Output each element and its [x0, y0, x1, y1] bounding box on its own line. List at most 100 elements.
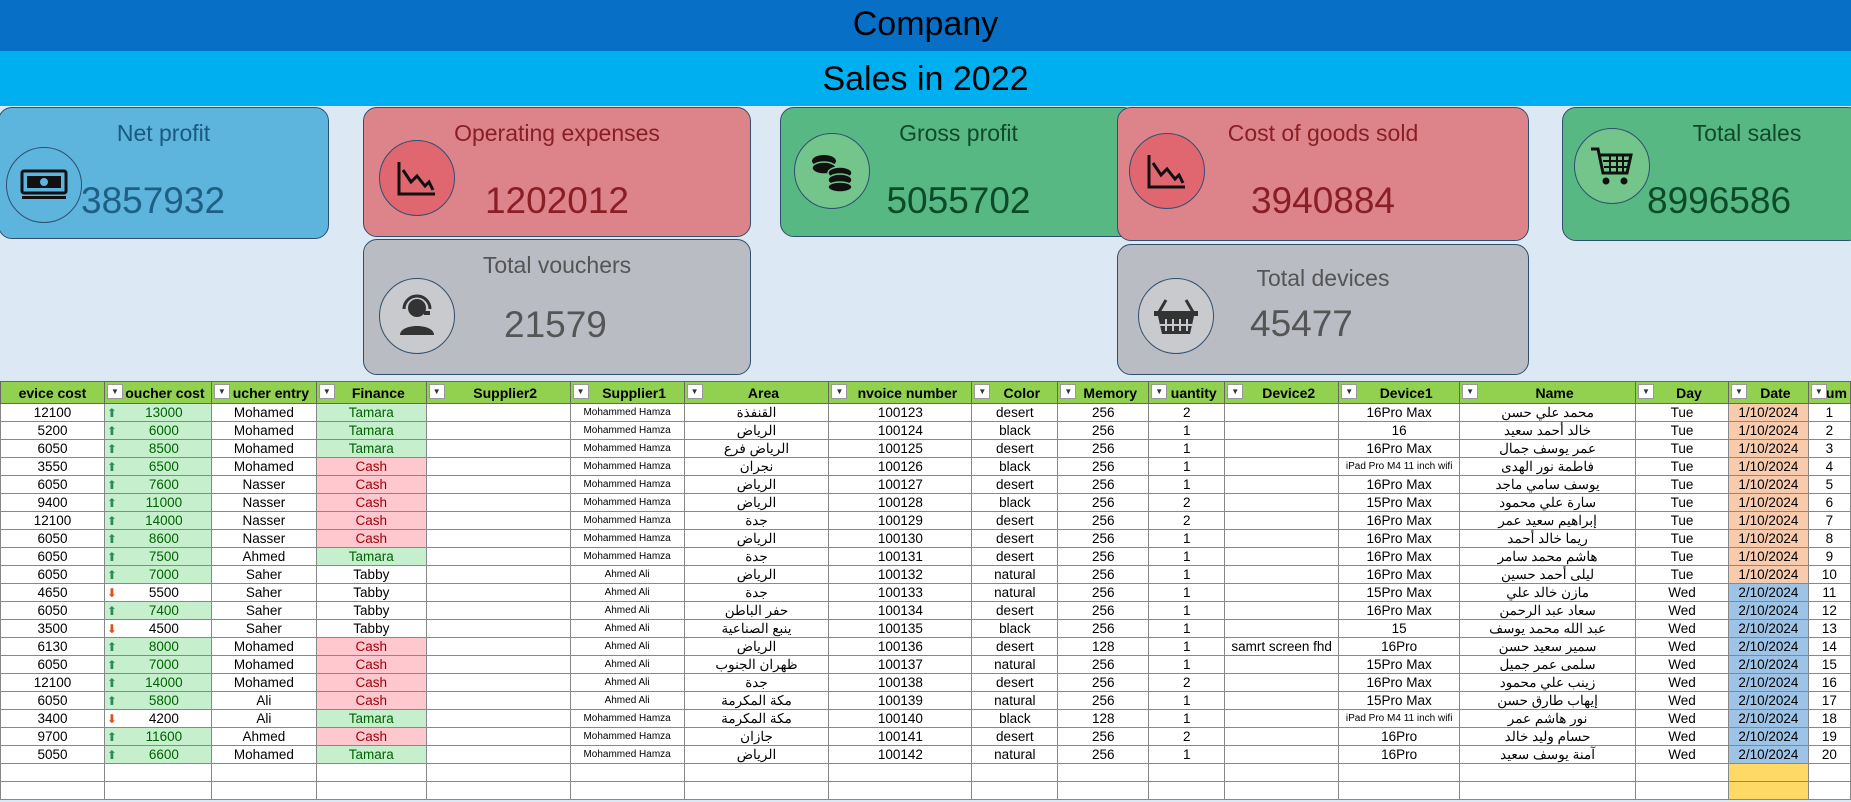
table-cell[interactable]: 16Pro — [1338, 745, 1461, 764]
filter-dropdown-icon[interactable]: ▼ — [1462, 384, 1479, 399]
table-cell[interactable]: 2/10/2024 — [1727, 709, 1809, 728]
column-header[interactable]: Memory ▼ — [1057, 381, 1150, 404]
table-cell[interactable]: آمنة يوسف سعيد — [1459, 745, 1637, 764]
table-cell[interactable]: 1 — [1148, 439, 1226, 458]
table-cell[interactable]: Tue — [1635, 529, 1729, 548]
table-cell[interactable] — [103, 781, 212, 800]
table-cell[interactable]: 5050 — [0, 745, 105, 764]
table-cell[interactable]: black — [971, 709, 1059, 728]
table-cell[interactable]: Wed — [1635, 691, 1729, 710]
table-cell[interactable]: Wed — [1635, 637, 1729, 656]
table-cell[interactable]: 6050 — [0, 655, 105, 674]
table-cell[interactable]: desert — [971, 403, 1059, 422]
table-cell[interactable]: desert — [971, 529, 1059, 548]
table-cell[interactable]: 100128 — [828, 493, 973, 512]
table-cell[interactable]: ⬆ 13000 — [103, 403, 212, 422]
filter-dropdown-icon[interactable]: ▼ — [106, 384, 123, 399]
table-cell[interactable] — [1224, 745, 1340, 764]
table-cell[interactable]: 1/10/2024 — [1727, 493, 1809, 512]
table-cell[interactable]: 6050 — [0, 475, 105, 494]
table-cell[interactable] — [425, 709, 571, 728]
table-cell[interactable]: 5 — [1807, 475, 1851, 494]
table-cell[interactable]: جدة — [683, 583, 830, 602]
table-cell[interactable]: Cash — [315, 691, 427, 710]
table-cell[interactable] — [828, 781, 973, 800]
table-cell[interactable]: Mohamed — [210, 655, 317, 674]
table-cell[interactable]: الرياض — [683, 493, 830, 512]
table-cell[interactable]: Tue — [1635, 403, 1729, 422]
filter-dropdown-icon[interactable]: ▼ — [318, 384, 335, 399]
table-cell[interactable]: desert — [971, 439, 1059, 458]
table-cell[interactable]: جازان — [683, 727, 830, 746]
table-cell[interactable]: 20 — [1807, 745, 1851, 764]
filter-dropdown-icon[interactable]: ▼ — [1341, 384, 1358, 399]
table-cell[interactable]: 256 — [1057, 547, 1150, 566]
table-cell[interactable]: 5200 — [0, 421, 105, 440]
table-cell[interactable]: Tabby — [315, 565, 427, 584]
filter-dropdown-icon[interactable]: ▼ — [1638, 384, 1655, 399]
column-header[interactable]: um ▼ — [1807, 381, 1851, 404]
table-cell[interactable]: 2 — [1148, 403, 1226, 422]
table-cell[interactable] — [1224, 439, 1340, 458]
table-cell[interactable]: Mohamed — [210, 421, 317, 440]
table-cell[interactable]: 2/10/2024 — [1727, 727, 1809, 746]
table-cell[interactable]: Wed — [1635, 745, 1729, 764]
table-cell[interactable]: 16Pro Max — [1338, 565, 1461, 584]
table-cell[interactable]: يوسف سامي ماجد — [1459, 475, 1637, 494]
table-cell[interactable] — [1224, 493, 1340, 512]
table-cell[interactable] — [425, 475, 571, 494]
table-cell[interactable] — [425, 727, 571, 746]
table-cell[interactable]: فاطمة نور الهدى — [1459, 457, 1637, 476]
table-cell[interactable] — [1057, 763, 1150, 782]
table-cell[interactable] — [0, 781, 105, 800]
table-cell[interactable]: 1 — [1148, 583, 1226, 602]
table-cell[interactable]: 1 — [1148, 421, 1226, 440]
table-cell[interactable]: 256 — [1057, 529, 1150, 548]
table-cell[interactable]: 16Pro Max — [1338, 547, 1461, 566]
table-cell[interactable]: 16Pro — [1338, 727, 1461, 746]
table-cell[interactable]: 7 — [1807, 511, 1851, 530]
table-cell[interactable]: نجران — [683, 457, 830, 476]
table-cell[interactable]: Wed — [1635, 619, 1729, 638]
table-cell[interactable]: desert — [971, 547, 1059, 566]
table-cell[interactable]: black — [971, 457, 1059, 476]
table-cell[interactable]: 100139 — [828, 691, 973, 710]
table-cell[interactable]: Mohammed Hamza — [569, 403, 685, 422]
table-cell[interactable]: 12 — [1807, 601, 1851, 620]
table-cell[interactable]: 16Pro Max — [1338, 529, 1461, 548]
table-cell[interactable]: Tamara — [315, 547, 427, 566]
table-cell[interactable]: ⬆ 14000 — [103, 511, 212, 530]
table-cell[interactable] — [1635, 763, 1729, 782]
table-cell[interactable] — [1338, 763, 1461, 782]
table-cell[interactable] — [1807, 781, 1851, 800]
table-cell[interactable]: 100127 — [828, 475, 973, 494]
filter-dropdown-icon[interactable]: ▼ — [1810, 384, 1827, 399]
table-cell[interactable]: Mohammed Hamza — [569, 421, 685, 440]
table-cell[interactable]: سعاد عبد الرحمن — [1459, 601, 1637, 620]
table-cell[interactable]: 1 — [1148, 475, 1226, 494]
table-cell[interactable] — [425, 745, 571, 764]
table-cell[interactable]: Tue — [1635, 547, 1729, 566]
table-cell[interactable]: 100135 — [828, 619, 973, 638]
table-cell[interactable] — [1224, 547, 1340, 566]
table-cell[interactable]: ⬆ 6000 — [103, 421, 212, 440]
table-cell[interactable] — [569, 763, 685, 782]
table-cell[interactable] — [1224, 601, 1340, 620]
table-cell[interactable] — [1224, 421, 1340, 440]
table-cell[interactable]: 16Pro — [1338, 637, 1461, 656]
table-cell[interactable]: Ali — [210, 691, 317, 710]
table-cell[interactable]: iPad Pro M4 11 inch wifi — [1338, 457, 1461, 476]
table-cell[interactable]: 1 — [1148, 619, 1226, 638]
table-cell[interactable]: 3500 — [0, 619, 105, 638]
table-cell[interactable]: ⬆ 8000 — [103, 637, 212, 656]
table-cell[interactable]: 2 — [1148, 493, 1226, 512]
table-cell[interactable] — [103, 763, 212, 782]
table-cell[interactable]: iPad Pro M4 11 inch wifi — [1338, 709, 1461, 728]
table-cell[interactable]: Nasser — [210, 493, 317, 512]
table-cell[interactable] — [1224, 673, 1340, 692]
table-cell[interactable]: Tue — [1635, 457, 1729, 476]
table-cell[interactable]: 256 — [1057, 511, 1150, 530]
table-cell[interactable]: سمير سعيد حسن — [1459, 637, 1637, 656]
table-cell[interactable] — [1148, 781, 1226, 800]
table-cell[interactable]: 256 — [1057, 655, 1150, 674]
